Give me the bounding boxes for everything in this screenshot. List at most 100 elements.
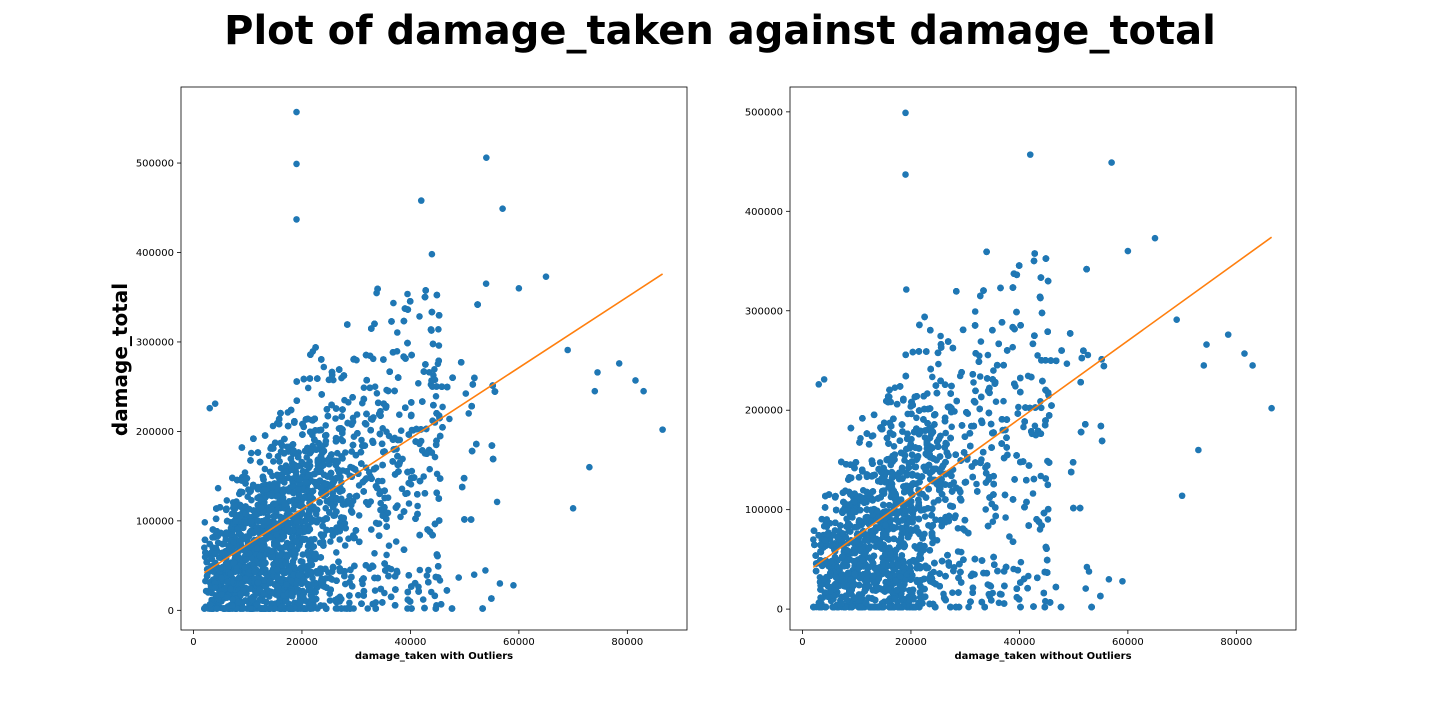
data-point: [423, 572, 431, 579]
data-point: [286, 605, 294, 612]
data-point: [479, 605, 486, 612]
data-point: [405, 500, 413, 507]
data-point: [300, 576, 307, 584]
data-point: [339, 426, 346, 433]
data-point: [273, 566, 281, 573]
data-point: [989, 518, 997, 525]
data-point: [414, 502, 421, 510]
data-point: [383, 523, 391, 530]
data-point: [433, 410, 440, 417]
data-point: [360, 488, 368, 495]
data-point: [291, 551, 299, 558]
data-point: [381, 494, 389, 502]
data-point: [266, 468, 274, 476]
data-point: [338, 453, 345, 460]
data-point: [903, 286, 910, 293]
data-point: [299, 592, 307, 600]
data-point: [489, 455, 497, 463]
data-point: [311, 436, 318, 444]
data-point: [431, 592, 439, 600]
data-point: [307, 351, 314, 359]
data-point: [257, 504, 265, 511]
data-point: [417, 197, 425, 204]
data-point: [279, 488, 287, 496]
data-point: [317, 554, 325, 561]
data-point: [402, 490, 409, 498]
data-point: [428, 327, 435, 334]
data-point: [1020, 423, 1027, 431]
data-point: [229, 474, 236, 482]
data-point: [262, 598, 270, 606]
data-point: [341, 520, 349, 527]
data-point: [271, 500, 279, 508]
data-point: [412, 438, 420, 445]
x-tick-label: 0: [190, 637, 196, 648]
data-point: [954, 548, 962, 555]
data-point: [281, 500, 289, 508]
data-point: [408, 399, 415, 406]
data-point: [262, 486, 270, 493]
data-point: [429, 383, 436, 390]
data-point: [375, 410, 383, 418]
data-point: [1031, 422, 1039, 430]
data-point: [468, 447, 476, 455]
data-point: [224, 578, 231, 586]
data-point: [965, 603, 972, 611]
data-point: [201, 536, 209, 544]
data-point: [378, 440, 386, 448]
data-point: [404, 588, 412, 596]
data-point: [294, 453, 302, 461]
data-point: [327, 538, 334, 545]
data-point: [937, 332, 944, 340]
data-point: [386, 368, 394, 376]
data-point: [364, 605, 372, 612]
data-point: [212, 532, 219, 539]
data-point: [491, 388, 499, 395]
data-point: [201, 605, 208, 612]
data-point: [230, 559, 238, 566]
data-point: [395, 468, 402, 475]
data-point: [419, 398, 426, 405]
scatter-points: [201, 108, 666, 612]
data-point: [268, 492, 276, 500]
data-point: [432, 605, 440, 612]
data-point: [355, 512, 363, 519]
data-point: [271, 439, 279, 447]
data-point: [394, 329, 401, 336]
data-point: [346, 579, 353, 586]
data-point: [426, 528, 434, 535]
data-point: [289, 441, 297, 448]
data-point: [323, 406, 331, 413]
data-point: [470, 571, 478, 578]
data-point: [242, 556, 250, 563]
data-point: [443, 587, 451, 594]
data-point: [406, 598, 414, 605]
data-point: [333, 528, 340, 536]
data-point: [306, 526, 314, 533]
data-point: [276, 458, 283, 465]
data-point: [400, 546, 408, 553]
data-point: [876, 459, 884, 466]
data-point: [377, 585, 385, 593]
data-point: [319, 522, 326, 530]
data-point: [253, 601, 261, 608]
data-point: [261, 577, 268, 584]
data-point: [428, 449, 436, 456]
data-point: [311, 517, 319, 524]
data-point: [354, 430, 361, 437]
data-point: [982, 506, 989, 513]
data-point: [347, 566, 354, 574]
data-point: [312, 588, 319, 596]
data-point: [203, 572, 211, 580]
data-point: [239, 605, 247, 612]
data-point: [400, 508, 408, 515]
data-point: [284, 422, 292, 430]
data-point: [223, 497, 231, 504]
data-point: [431, 453, 439, 461]
data-point: [318, 391, 326, 398]
data-point: [343, 468, 351, 475]
data-point: [368, 325, 375, 332]
data-point: [398, 485, 406, 493]
data-point: [346, 592, 353, 599]
data-point: [430, 401, 437, 409]
